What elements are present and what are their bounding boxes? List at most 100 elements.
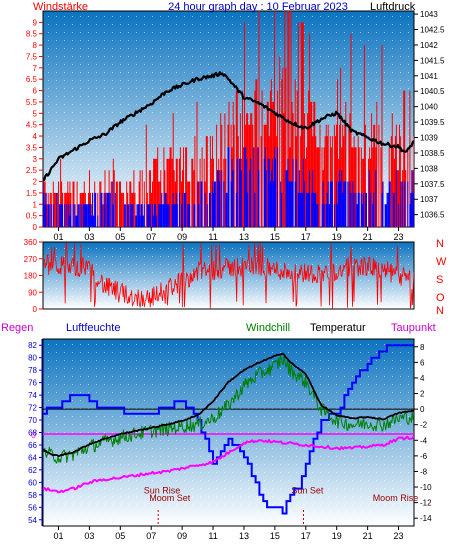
wind-y-tick-label: 4	[33, 132, 38, 141]
wind-time-x-tick-label: 17	[301, 232, 311, 242]
wind-y-tick-label: 0	[33, 223, 38, 232]
pressure-y-tick-label: 1041.5	[420, 56, 445, 65]
humidity-y-tick-label: 58	[28, 491, 37, 500]
pressure-y-tick-label: 1037	[420, 195, 438, 204]
direction-y-tick-label: 360	[24, 238, 38, 247]
temperature-y-tick-label: -4	[420, 436, 428, 445]
pressure-line	[43, 71, 414, 182]
pressure-y-tick-label: 1039.5	[420, 118, 445, 127]
humidity-line	[43, 344, 414, 515]
wind-y-tick-label: 3.5	[26, 143, 38, 152]
compass-label: N	[436, 305, 444, 317]
wind-time-x-tick-label: 11	[208, 232, 217, 242]
humidity-y-tick-label: 76	[28, 379, 37, 388]
temp-time-x-tick-label: 05	[115, 531, 125, 541]
header-luftfeuchte: Luftfeuchte	[66, 322, 120, 334]
wind-y-tick-label: 7.5	[26, 52, 38, 61]
temp-time-x-tick-label: 09	[177, 531, 187, 541]
header-regen: Regen	[1, 322, 33, 334]
humidity-y-tick-label: 74	[28, 391, 37, 400]
wind-y-tick-label: 3	[33, 155, 38, 164]
wind-y-tick-label: 6.5	[26, 75, 38, 84]
temp-time-x-tick-label: 23	[394, 531, 404, 541]
header-temperatur: Temperatur	[310, 322, 366, 334]
wind-time-x-tick-label: 01	[53, 232, 63, 242]
wind-time-x-tick-label: 07	[146, 232, 156, 242]
temp-time-x-tick-label: 19	[332, 531, 342, 541]
direction-y-tick-label: 0	[33, 305, 38, 314]
pressure-y-tick-label: 1038	[420, 164, 438, 173]
temp-time-x-tick-label: 11	[208, 531, 217, 541]
pressure-y-tick-label: 1042.5	[420, 26, 445, 35]
temperature-y-tick-label: -12	[420, 499, 432, 508]
pressure-y-tick-label: 1040	[420, 103, 438, 112]
compass-label: N	[436, 238, 444, 250]
wind-time-x-tick-label: 03	[84, 232, 94, 242]
wind-y-tick-label: 6	[33, 87, 38, 96]
humidity-y-tick-label: 66	[28, 441, 37, 450]
temp-time-x-tick-label: 21	[363, 531, 373, 541]
temperature-grid	[43, 339, 414, 526]
wind-direction-series	[43, 242, 414, 309]
humidity-y-tick-label: 78	[28, 366, 37, 375]
wind-time-x-tick-label: 19	[332, 232, 342, 242]
temp-time-x-tick-label: 17	[301, 531, 311, 541]
direction-y-tick-label: 180	[24, 272, 38, 281]
windchill-line	[43, 354, 414, 464]
temp-time-x-tick-label: 03	[84, 531, 94, 541]
rain-zero-label: 0	[31, 430, 36, 440]
pressure-y-tick-label: 1043	[420, 10, 438, 19]
compass-label: S	[436, 274, 443, 286]
wind-y-tick-label: 8	[33, 41, 38, 50]
wind-y-tick-label: 8.5	[26, 30, 38, 39]
wind-y-tick-label: 1	[33, 200, 38, 209]
temperature-y-tick-label: -2	[420, 421, 428, 430]
humidity-y-tick-label: 64	[28, 453, 37, 462]
pressure-y-tick-label: 1036.5	[420, 211, 445, 220]
temperature-y-tick-label: 8	[420, 343, 425, 352]
astro-label: Moom Rise	[373, 493, 419, 503]
humidity-y-tick-label: 70	[28, 416, 37, 425]
wind-time-x-tick-label: 13	[239, 232, 249, 242]
header-windstaerke: Windstärke	[33, 1, 88, 13]
temp-time-x-tick-label: 07	[146, 531, 156, 541]
wind-y-tick-label: 2	[33, 178, 38, 187]
wind-y-tick-label: 1.5	[26, 189, 38, 198]
direction-y-tick-label: 270	[24, 255, 38, 264]
temperature-y-tick-label: 6	[420, 358, 425, 367]
wind-y-tick-label: 5	[33, 109, 38, 118]
temperature-line	[43, 352, 414, 458]
wind-y-tick-label: 2.5	[26, 166, 38, 175]
header-taupunkt: Taupunkt	[391, 322, 436, 334]
wind-time-x-tick-label: 09	[177, 232, 187, 242]
humidity-y-tick-label: 72	[28, 404, 37, 413]
temperature-y-tick-label: 4	[420, 374, 425, 383]
header-windchill: Windchill	[246, 322, 290, 334]
wind-pressure-axes: 0 0.5 1 1.5 2 2.5 3 3.5 4 4.5 5 5.5 6 6.5 7 7.5 8 8.5 9 103…	[26, 10, 445, 242]
temperature-y-tick-label: -10	[420, 483, 432, 492]
pressure-y-tick-label: 1039	[420, 134, 438, 143]
temperature-y-tick-label: 0	[420, 405, 425, 414]
astro-label: Moom Set	[149, 493, 191, 503]
pressure-y-tick-label: 1038.5	[420, 149, 445, 158]
direction-y-tick-label: 90	[28, 288, 37, 297]
compass-label: W	[436, 256, 447, 268]
wind-time-x-tick-label: 15	[270, 232, 280, 242]
pressure-y-tick-label: 1037.5	[420, 180, 445, 189]
temp-time-x-tick-label: 13	[239, 531, 249, 541]
wind-time-x-tick-label: 05	[115, 232, 125, 242]
temp-time-x-tick-label: 15	[270, 531, 280, 541]
wind-average-bars	[43, 147, 414, 227]
wind-pressure-series	[43, 11, 414, 227]
humidity-y-tick-label: 56	[28, 503, 37, 512]
wind-direction-line	[43, 242, 414, 309]
header-luftdruck: Luftdruck	[370, 1, 416, 13]
pressure-y-tick-label: 1041	[420, 72, 438, 81]
wind-y-tick-label: 0.5	[26, 212, 38, 221]
temperature-y-tick-label: -6	[420, 452, 428, 461]
temp-time-x-tick-label: 01	[53, 531, 63, 541]
